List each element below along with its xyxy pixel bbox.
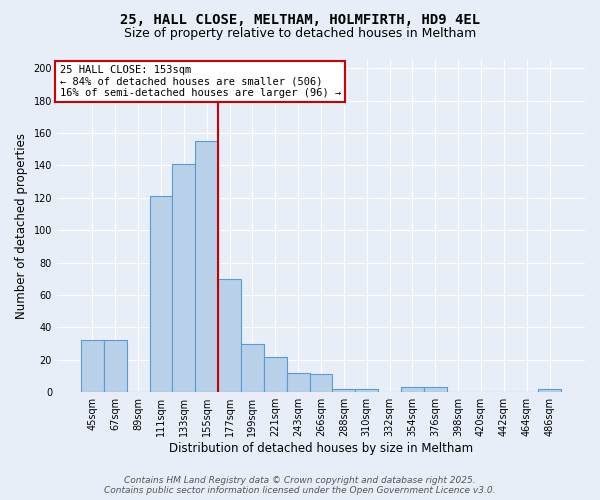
- Bar: [195, 141, 218, 392]
- Bar: [355, 389, 378, 392]
- Bar: [81, 340, 104, 392]
- Text: 25 HALL CLOSE: 153sqm
← 84% of detached houses are smaller (506)
16% of semi-det: 25 HALL CLOSE: 153sqm ← 84% of detached …: [59, 65, 341, 98]
- Bar: [218, 279, 241, 392]
- X-axis label: Distribution of detached houses by size in Meltham: Distribution of detached houses by size …: [169, 442, 473, 455]
- Y-axis label: Number of detached properties: Number of detached properties: [15, 133, 28, 319]
- Bar: [104, 340, 127, 392]
- Bar: [538, 389, 561, 392]
- Bar: [401, 388, 424, 392]
- Bar: [149, 196, 172, 392]
- Bar: [172, 164, 195, 392]
- Bar: [287, 373, 310, 392]
- Bar: [332, 389, 355, 392]
- Text: Size of property relative to detached houses in Meltham: Size of property relative to detached ho…: [124, 28, 476, 40]
- Text: 25, HALL CLOSE, MELTHAM, HOLMFIRTH, HD9 4EL: 25, HALL CLOSE, MELTHAM, HOLMFIRTH, HD9 …: [120, 12, 480, 26]
- Bar: [264, 356, 287, 392]
- Bar: [424, 388, 446, 392]
- Bar: [310, 374, 332, 392]
- Text: Contains HM Land Registry data © Crown copyright and database right 2025.
Contai: Contains HM Land Registry data © Crown c…: [104, 476, 496, 495]
- Bar: [241, 344, 264, 392]
